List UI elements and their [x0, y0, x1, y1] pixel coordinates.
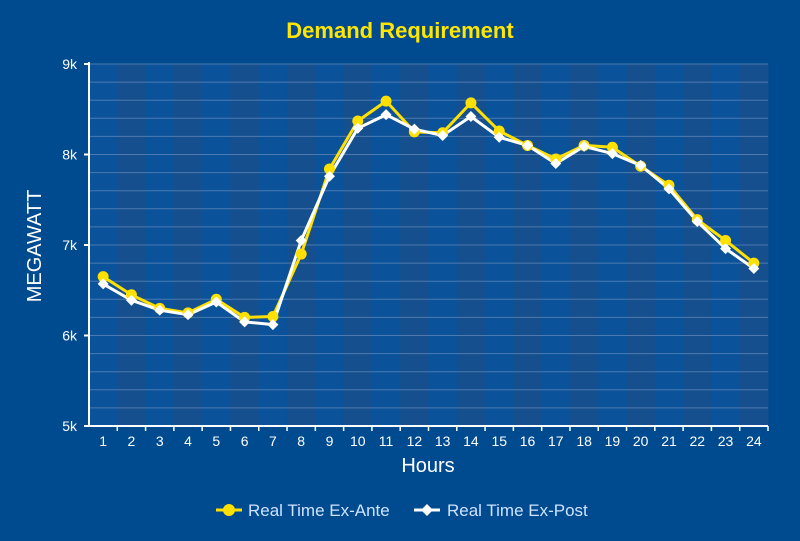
point-real-time-ex-post-17[interactable] — [550, 158, 562, 170]
x-tick-label: 12 — [407, 433, 423, 449]
legend-ex-ante-label: Real Time Ex-Ante — [248, 501, 390, 520]
x-tick-label: 15 — [491, 433, 507, 449]
x-tick-label: 18 — [576, 433, 592, 449]
grid-lines — [89, 63, 768, 409]
point-real-time-ex-post-21[interactable] — [663, 183, 675, 195]
x-tick-label: 9 — [326, 433, 334, 449]
point-real-time-ex-post-9[interactable] — [323, 170, 335, 182]
point-real-time-ex-post-15[interactable] — [493, 131, 505, 143]
x-tick-label: 14 — [463, 433, 479, 449]
point-real-time-ex-ante-11[interactable] — [380, 95, 392, 107]
y-tick-label: 8k — [62, 147, 78, 163]
x-tick-label: 13 — [435, 433, 451, 449]
y-tick-label: 9k — [62, 56, 78, 72]
point-real-time-ex-post-7[interactable] — [267, 319, 279, 331]
legend-ex-post-diamond-icon — [421, 504, 433, 516]
series-layer — [97, 95, 760, 331]
point-real-time-ex-ante-1[interactable] — [97, 271, 109, 283]
y-axis-title: MEGAWATT — [24, 190, 46, 303]
x-tick-label: 20 — [633, 433, 649, 449]
point-real-time-ex-ante-15[interactable] — [493, 125, 505, 137]
point-real-time-ex-post-22[interactable] — [691, 215, 703, 227]
point-real-time-ex-ante-9[interactable] — [323, 163, 335, 175]
point-real-time-ex-post-16[interactable] — [522, 139, 534, 151]
x-tick-label: 7 — [269, 433, 277, 449]
legend-ex-post-label: Real Time Ex-Post — [447, 501, 588, 520]
point-real-time-ex-post-18[interactable] — [578, 140, 590, 152]
x-axis-title: Hours — [401, 455, 454, 477]
legend-ex-ante-circle-icon — [223, 504, 235, 516]
point-real-time-ex-post-20[interactable] — [635, 159, 647, 171]
x-tick-label: 5 — [212, 433, 220, 449]
point-real-time-ex-post-5[interactable] — [210, 296, 222, 308]
x-tick-labels: 1 2 3 4 5 6 7 8 9 10 11 12 13 14 15 16 17 18 19 20 21 22 23 24 — [99, 426, 769, 449]
x-tick-label: 16 — [520, 433, 536, 449]
x-tick-label: 24 — [746, 433, 762, 449]
point-real-time-ex-post-6[interactable] — [239, 316, 251, 328]
y-tick-labels: 5k 6k 7k 8k 9k — [62, 56, 89, 434]
point-real-time-ex-ante-8[interactable] — [295, 248, 307, 260]
point-real-time-ex-post-14[interactable] — [465, 110, 477, 122]
point-real-time-ex-post-10[interactable] — [352, 122, 364, 134]
legend-item-ex-ante[interactable]: Real Time Ex-Ante — [216, 501, 390, 520]
x-tick-label: 23 — [718, 433, 734, 449]
x-tick-label: 11 — [379, 433, 394, 449]
x-tick-label: 1 — [99, 433, 107, 449]
x-tick-label: 17 — [548, 433, 564, 449]
series-line-real-time-ex-post — [102, 113, 755, 327]
legend: Real Time Ex-Ante Real Time Ex-Post — [216, 501, 588, 520]
x-tick-label: 4 — [184, 433, 192, 449]
point-real-time-ex-ante-23[interactable] — [720, 234, 732, 246]
x-tick-label: 6 — [241, 433, 249, 449]
x-tick-label: 21 — [661, 433, 677, 449]
point-real-time-ex-post-8[interactable] — [295, 234, 307, 246]
point-real-time-ex-ante-10[interactable] — [352, 115, 364, 127]
point-real-time-ex-ante-7[interactable] — [267, 310, 279, 322]
point-real-time-ex-ante-14[interactable] — [465, 97, 477, 109]
point-real-time-ex-post-1[interactable] — [97, 278, 109, 290]
x-tick-label: 2 — [128, 433, 136, 449]
x-tick-label: 8 — [297, 433, 305, 449]
point-real-time-ex-post-23[interactable] — [720, 243, 732, 255]
point-real-time-ex-post-24[interactable] — [748, 263, 760, 275]
point-real-time-ex-post-19[interactable] — [606, 148, 618, 160]
chart-title: Demand Requirement — [286, 18, 514, 43]
x-tick-label: 10 — [350, 433, 366, 449]
y-tick-label: 6k — [62, 328, 78, 344]
x-tick-label: 3 — [156, 433, 164, 449]
point-real-time-ex-post-13[interactable] — [437, 129, 449, 141]
legend-item-ex-post[interactable]: Real Time Ex-Post — [414, 501, 588, 520]
y-tick-label: 7k — [62, 237, 78, 253]
point-real-time-ex-ante-19[interactable] — [606, 141, 618, 153]
point-real-time-ex-post-11[interactable] — [380, 109, 392, 121]
point-real-time-ex-post-2[interactable] — [125, 294, 137, 306]
point-real-time-ex-post-4[interactable] — [182, 309, 194, 321]
point-real-time-ex-post-12[interactable] — [408, 123, 420, 135]
x-tick-label: 19 — [605, 433, 621, 449]
y-tick-label: 5k — [62, 418, 78, 434]
point-real-time-ex-post-3[interactable] — [154, 304, 166, 316]
x-tick-label: 22 — [689, 433, 705, 449]
